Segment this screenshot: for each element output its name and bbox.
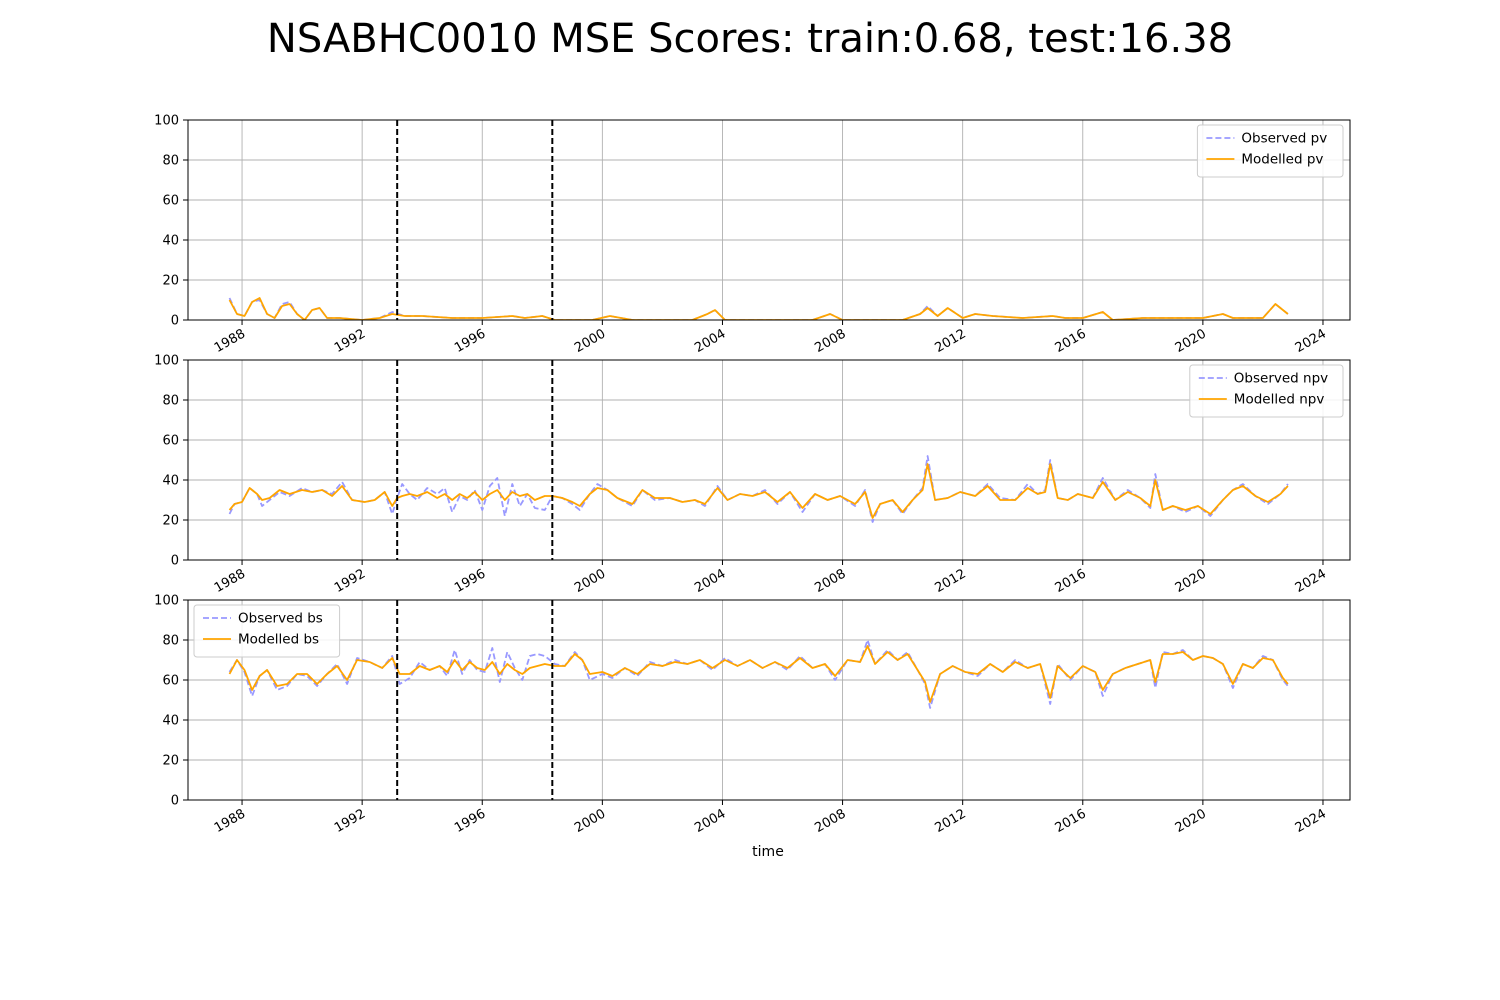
legend-label: Observed bs — [238, 611, 323, 627]
y-tick-label: 80 — [162, 634, 179, 649]
y-tick-label: 0 — [171, 794, 179, 809]
x-tick-label: 1992 — [332, 326, 368, 356]
legend-label: Modelled bs — [238, 632, 319, 648]
y-tick-label: 60 — [162, 434, 179, 449]
y-tick-label: 40 — [162, 234, 179, 249]
y-tick-label: 20 — [162, 754, 179, 769]
axes-frame — [187, 119, 1351, 321]
legend-box — [1189, 364, 1344, 418]
x-tick-label: 2016 — [1053, 326, 1089, 356]
legend: Observed pv Modelled pv — [1196, 124, 1344, 178]
y-tick-label: 80 — [162, 394, 179, 409]
y-tick-label: 60 — [162, 194, 179, 209]
y-tick-label: 40 — [162, 474, 179, 489]
y-tick-label: 20 — [162, 274, 179, 289]
y-tick-label: 20 — [162, 514, 179, 529]
x-tick-label: 2012 — [933, 806, 969, 836]
x-tick-label: 2000 — [572, 566, 608, 596]
x-tick-label: 2024 — [1293, 806, 1329, 836]
x-tick-label: 1988 — [212, 326, 248, 356]
panel-2: 0 20 40 60 80 100 1988 1992 1996 2000 2004 2008 2012… — [154, 354, 1351, 596]
x-tick-label: 2004 — [692, 806, 728, 836]
x-tick-label: 1996 — [452, 326, 488, 356]
x-tick-label: 2024 — [1293, 326, 1329, 356]
legend-label: Observed npv — [1234, 371, 1328, 387]
modelled-series-line — [228, 463, 1289, 519]
x-tick-label: 2012 — [933, 326, 969, 356]
x-tick-label: 2016 — [1053, 806, 1089, 836]
panel-3: 0 20 40 60 80 100 1988 1992 1996 2000 2004 2008 2012… — [154, 594, 1351, 836]
modelled-series-line — [228, 297, 1289, 320]
x-tick-label: 1988 — [212, 566, 248, 596]
x-tick-label: 2004 — [692, 566, 728, 596]
x-tick-label: 2020 — [1173, 806, 1209, 836]
y-tick-label: 100 — [154, 594, 179, 609]
x-axis-title: time — [752, 844, 784, 860]
legend-label: Modelled npv — [1234, 392, 1325, 408]
x-tick-label: 2000 — [572, 806, 608, 836]
y-tick-label: 0 — [171, 554, 179, 569]
x-tick-label: 1988 — [212, 806, 248, 836]
x-tick-label: 2024 — [1293, 566, 1329, 596]
x-tick-label: 1996 — [452, 566, 488, 596]
x-tick-label: 2008 — [812, 326, 848, 356]
x-tick-label: 1992 — [332, 806, 368, 836]
observed-series-line — [228, 455, 1289, 523]
x-tick-label: 2016 — [1053, 566, 1089, 596]
x-tick-label: 2008 — [812, 806, 848, 836]
x-tick-label: 2000 — [572, 326, 608, 356]
y-tick-label: 60 — [162, 674, 179, 689]
legend: Observed bs Modelled bs — [193, 604, 341, 658]
axes-frame — [187, 359, 1351, 561]
observed-series-line — [228, 639, 1289, 709]
y-tick-label: 80 — [162, 154, 179, 169]
legend-label: Observed pv — [1241, 131, 1327, 147]
panel-1: 0 20 40 60 80 100 1988 1992 1996 2000 2004 2008 2012… — [154, 114, 1351, 356]
x-tick-label: 2012 — [933, 566, 969, 596]
observed-series-line — [228, 297, 1289, 320]
y-tick-label: 0 — [171, 314, 179, 329]
legend: Observed npv Modelled npv — [1189, 364, 1344, 418]
y-tick-label: 100 — [154, 114, 179, 129]
figure-title: NSABHC0010 MSE Scores: train:0.68, test:… — [267, 16, 1233, 62]
modelled-series-line — [228, 645, 1289, 703]
x-tick-label: 2020 — [1173, 566, 1209, 596]
x-tick-label: 2020 — [1173, 326, 1209, 356]
x-tick-label: 1992 — [332, 566, 368, 596]
x-tick-label: 1996 — [452, 806, 488, 836]
x-tick-label: 2004 — [692, 326, 728, 356]
axes-frame — [187, 599, 1351, 801]
legend-label: Modelled pv — [1241, 152, 1323, 168]
x-tick-label: 2008 — [812, 566, 848, 596]
y-tick-label: 40 — [162, 714, 179, 729]
y-tick-label: 100 — [154, 354, 179, 369]
